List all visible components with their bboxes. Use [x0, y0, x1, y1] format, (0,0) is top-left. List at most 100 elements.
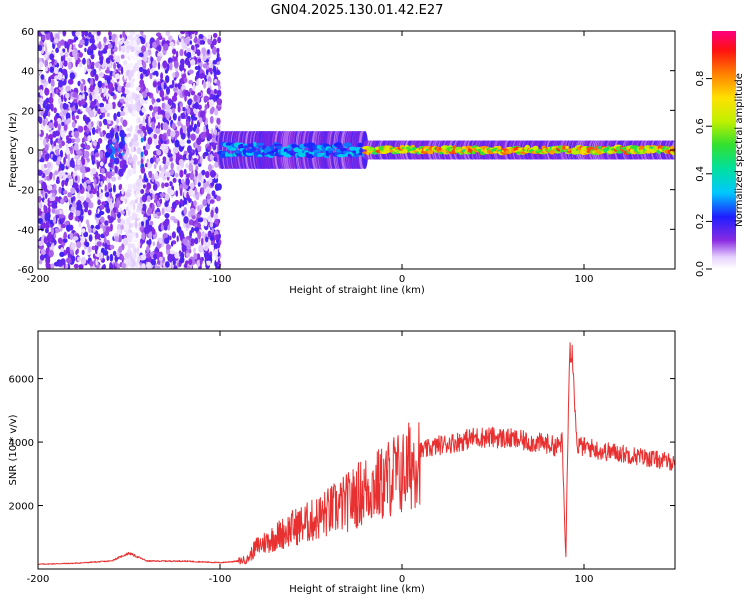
heatmap-cell — [169, 84, 174, 89]
heatmap-cell — [95, 213, 101, 218]
heatmap-cell — [76, 159, 81, 166]
heatmap-cell — [190, 238, 195, 245]
heatmap-cell — [164, 218, 170, 226]
heatmap-cell — [124, 51, 128, 59]
heatmap-cell — [41, 221, 46, 229]
heatmap-cell — [44, 59, 49, 68]
heatmap-cell — [153, 133, 157, 139]
heatmap-cell — [186, 252, 190, 258]
heatmap-cell — [189, 35, 193, 40]
heatmap-cell — [143, 145, 146, 150]
heatmap-cell — [141, 203, 147, 212]
heatmap-cell — [91, 127, 96, 136]
heatmap-cell — [104, 184, 108, 192]
snr-y-tick-label: 6000 — [9, 375, 34, 386]
heatmap-cell — [145, 253, 151, 259]
heatmap-cell — [166, 206, 172, 213]
heatmap-cell — [94, 74, 99, 81]
heatmap-cell — [83, 85, 87, 93]
heatmap-cell — [93, 141, 97, 147]
heatmap-cell — [215, 195, 221, 202]
heatmap-cell — [193, 107, 198, 115]
heatmap-cell — [99, 102, 105, 108]
spectrogram-x-tick-label: 100 — [574, 274, 593, 285]
heatmap-cell — [216, 242, 221, 249]
heatmap-cell — [183, 77, 188, 83]
heatmap-cell — [142, 38, 145, 43]
heatmap-cell — [186, 139, 191, 144]
heatmap-cell — [116, 223, 122, 232]
heatmap-cell — [210, 142, 216, 147]
colorbar-tick-label: 0.8 — [695, 71, 706, 87]
heatmap-cell — [193, 94, 198, 102]
heatmap-cell — [84, 47, 87, 53]
heatmap-cell — [214, 155, 218, 163]
heatmap-cell — [95, 95, 101, 100]
heatmap-cell — [61, 266, 64, 269]
heatmap-cell — [129, 36, 133, 41]
heatmap-cell — [78, 220, 82, 228]
heatmap-cell — [90, 54, 95, 60]
heatmap-cell — [41, 35, 46, 41]
spectrogram-x-ticks: -200 -100 0 100 — [27, 31, 594, 285]
heatmap-cell — [112, 250, 117, 257]
heatmap-cell — [105, 191, 110, 198]
heatmap-cell — [62, 31, 67, 37]
heatmap-cell — [122, 31, 126, 38]
heatmap-cell — [99, 223, 104, 229]
heatmap-cell — [141, 194, 148, 203]
heatmap-cell — [157, 106, 162, 113]
heatmap-cell — [172, 113, 177, 121]
heatmap-cell — [190, 90, 196, 96]
heatmap-cell — [427, 149, 434, 155]
heatmap-cell — [97, 108, 102, 115]
heatmap-cell — [65, 135, 70, 141]
heatmap-cell — [230, 148, 237, 151]
heatmap-cell — [81, 172, 86, 179]
heatmap-cell — [118, 168, 124, 177]
heatmap-cell — [175, 71, 180, 78]
heatmap-cell — [140, 151, 144, 158]
heatmap-cell — [146, 92, 151, 97]
heatmap-cell — [110, 210, 114, 218]
heatmap-cell — [38, 196, 42, 203]
heatmap-cell — [108, 162, 113, 168]
heatmap-cell — [162, 60, 168, 69]
heatmap-cell — [145, 229, 150, 234]
heatmap-cell — [207, 68, 213, 73]
heatmap-cell — [70, 187, 76, 195]
heatmap-cell — [202, 199, 207, 207]
snr-line-series — [38, 342, 675, 565]
heatmap-cell — [143, 149, 149, 156]
heatmap-cell — [160, 72, 164, 80]
heatmap-cell — [60, 131, 66, 139]
heatmap-cell — [76, 248, 79, 254]
heatmap-cell — [101, 49, 108, 54]
heatmap-cell — [114, 165, 118, 174]
heatmap-cell — [58, 186, 62, 194]
heatmap-cell — [120, 224, 124, 230]
heatmap-cell — [81, 249, 85, 256]
heatmap-cell — [138, 66, 144, 73]
heatmap-cell — [146, 182, 152, 190]
heatmap-cell — [63, 156, 66, 165]
heatmap-cell — [128, 258, 132, 267]
heatmap-cell — [80, 143, 86, 148]
heatmap-cell — [97, 199, 101, 206]
heatmap-cell — [69, 39, 74, 44]
heatmap-cell — [244, 145, 248, 149]
heatmap-cell — [49, 246, 55, 250]
heatmap-cell — [117, 85, 123, 92]
heatmap-cell — [147, 41, 150, 50]
heatmap-cell — [107, 44, 113, 49]
colorbar — [712, 31, 736, 269]
heatmap-cell — [55, 89, 59, 94]
heatmap-cell — [116, 63, 122, 69]
heatmap-cell — [115, 73, 120, 80]
spectrogram-y-tick-label: 20 — [21, 106, 34, 117]
heatmap-cell — [110, 92, 115, 97]
heatmap-cell — [135, 232, 139, 239]
heatmap-cell — [109, 253, 114, 262]
heatmap-cell — [80, 99, 86, 106]
heatmap-cell — [128, 95, 132, 100]
